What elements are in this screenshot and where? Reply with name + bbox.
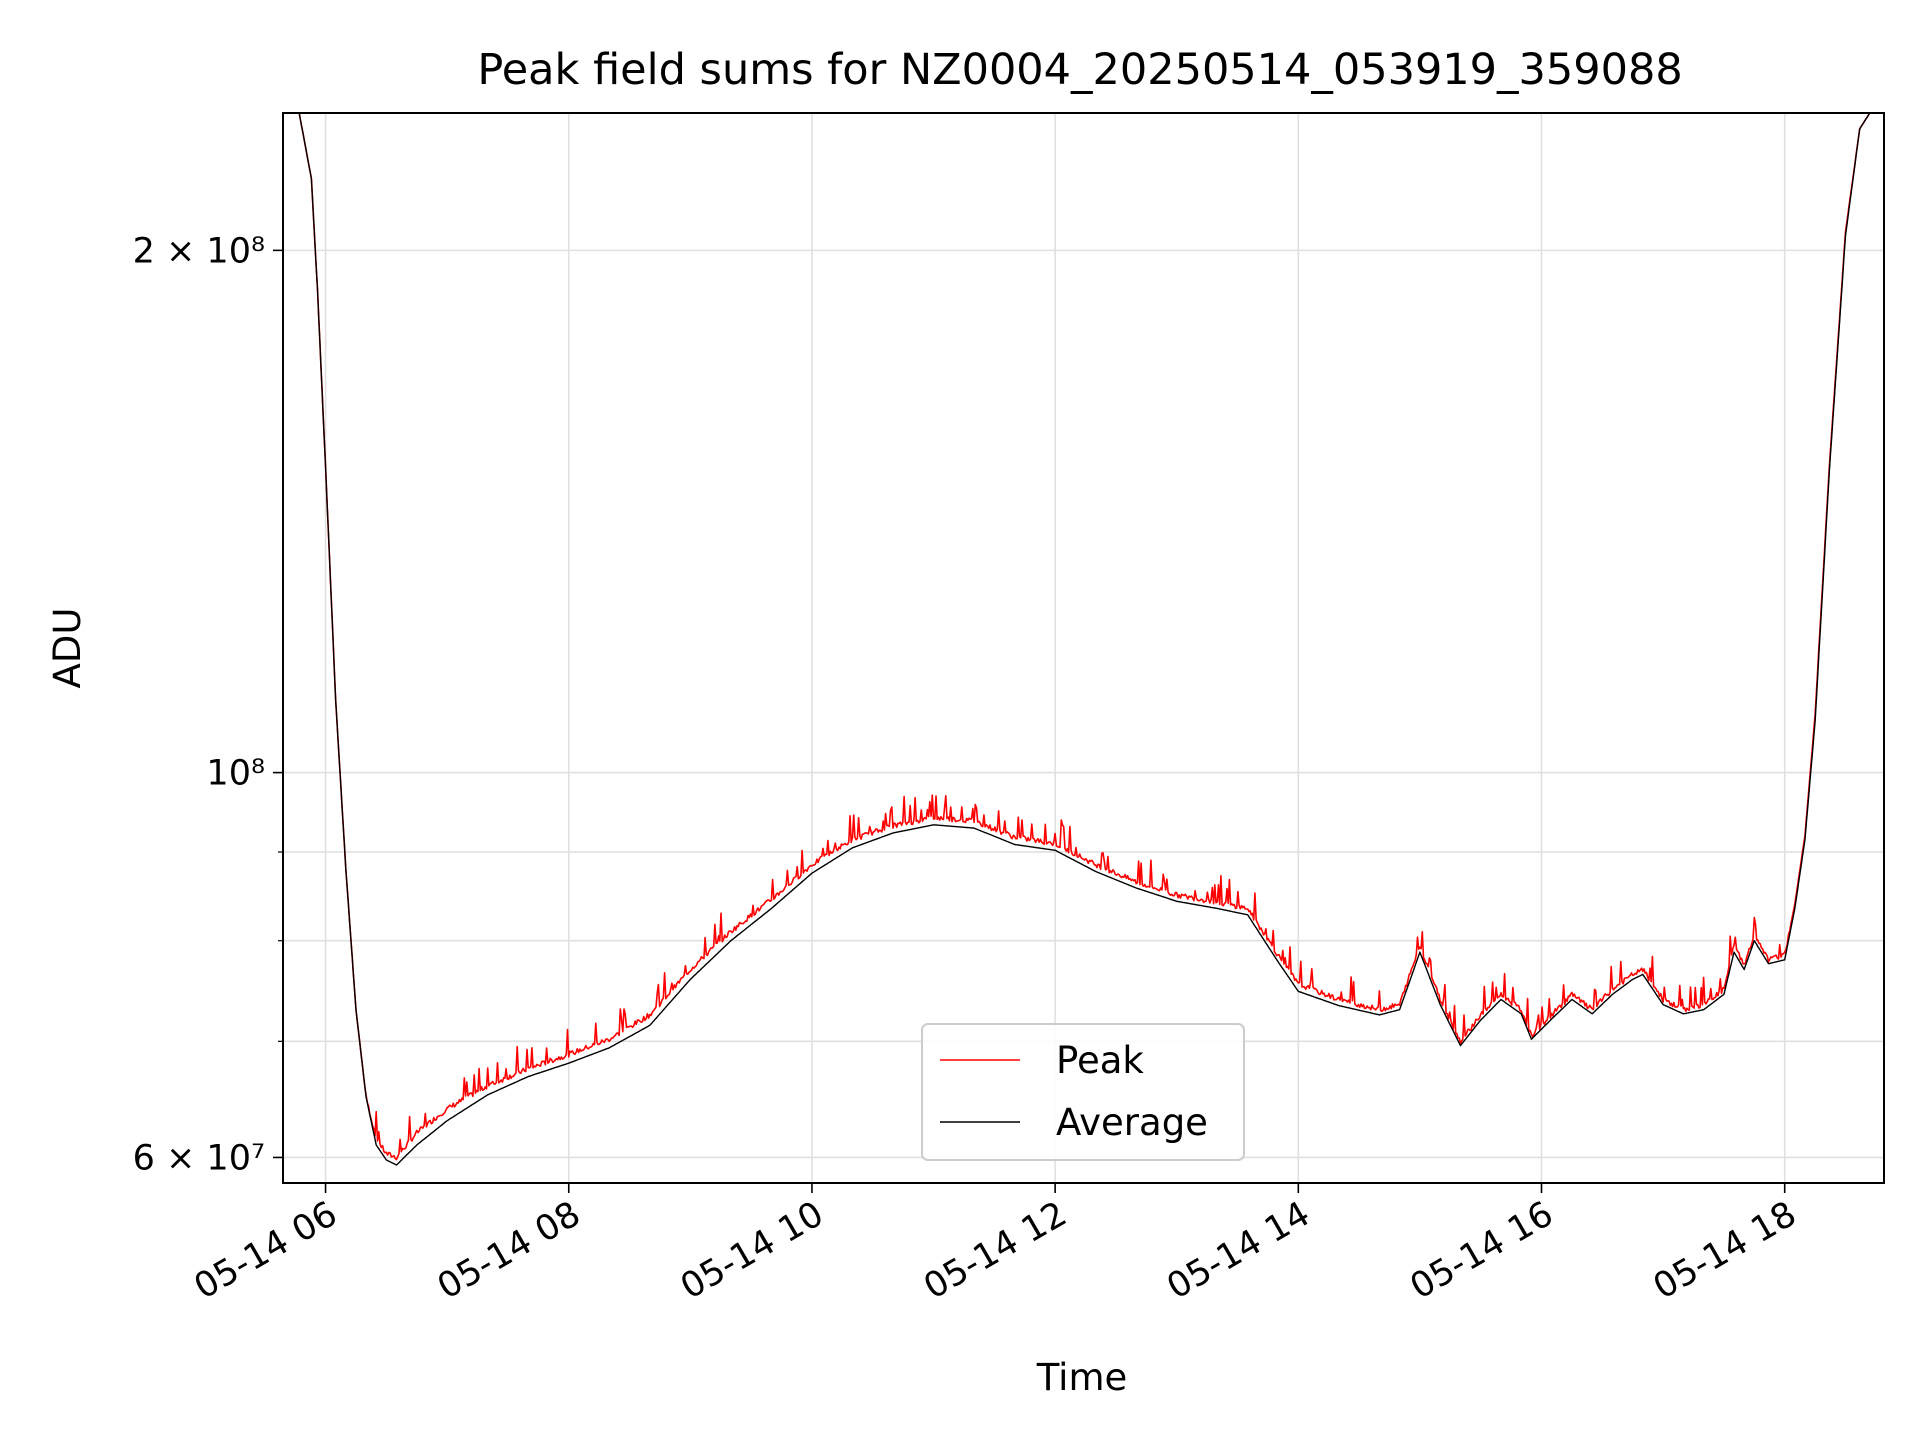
legend-label-average: Average: [1056, 1101, 1208, 1144]
x-tick-label: 05-14 16: [1404, 1194, 1560, 1307]
y-tick-label: 6 × 10⁷: [133, 1138, 265, 1178]
x-tick-label: 05-14 08: [431, 1194, 587, 1307]
x-tick-label: 05-14 14: [1161, 1194, 1317, 1307]
plot-frame: [282, 112, 1885, 1184]
grid-lines: [283, 113, 1884, 1183]
x-axis: 05-14 06 05-14 08 05-14 10 05-14 12 05-14 14…: [188, 1183, 1803, 1307]
x-tick-label: 05-14 12: [917, 1194, 1073, 1307]
y-tick-label: 2 × 10⁸: [133, 231, 265, 271]
y-axis: 6 × 10⁷ 10⁸ 2 × 10⁸: [133, 231, 283, 1178]
x-tick-label: 05-14 10: [674, 1194, 830, 1307]
series-line-average: [283, 112, 1884, 1166]
x-axis-label: Time: [1036, 1356, 1128, 1399]
legend: Peak Average: [921, 1023, 1245, 1161]
y-axis-label: ADU: [46, 608, 89, 689]
x-tick-label: 05-14 18: [1647, 1194, 1803, 1307]
chart-title: Peak field sums for NZ0004_20250514_0539…: [477, 45, 1682, 95]
series-layer: [283, 112, 1884, 1166]
legend-label-peak: Peak: [1056, 1039, 1144, 1082]
legend-box: [921, 1023, 1245, 1161]
x-tick-label: 05-14 06: [188, 1194, 344, 1307]
y-tick-label: 10⁸: [206, 754, 265, 794]
series-line-peak: [283, 112, 1884, 1161]
